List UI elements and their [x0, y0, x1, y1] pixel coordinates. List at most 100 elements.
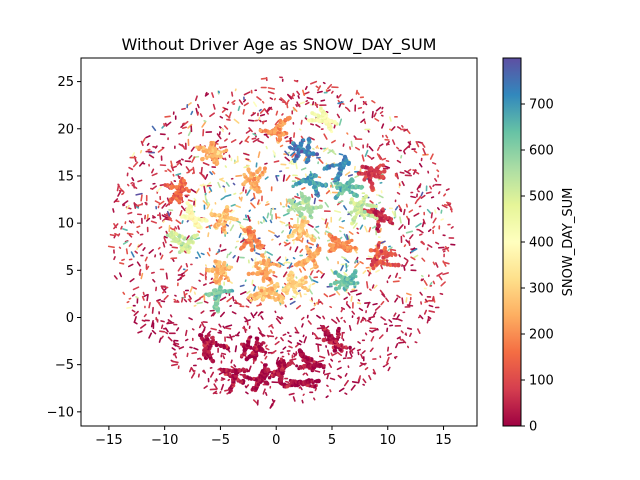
scatter-point	[350, 289, 358, 293]
scatter-point	[151, 168, 155, 174]
scatter-point	[435, 241, 440, 245]
scatter-point	[338, 118, 343, 126]
scatter-point	[220, 196, 226, 201]
scatter-point	[445, 188, 450, 191]
scatter-point	[171, 165, 178, 169]
scatter-point	[379, 289, 385, 296]
scatter-point	[277, 235, 280, 238]
scatter-point	[201, 329, 206, 334]
scatter-point	[300, 178, 305, 184]
scatter-point	[355, 146, 361, 151]
scatter-point	[315, 146, 320, 149]
scatter-point	[113, 223, 119, 230]
scatter-point	[223, 186, 227, 193]
scatter-point	[198, 332, 203, 338]
scatter-point	[340, 308, 344, 313]
scatter-point	[297, 282, 302, 288]
scatter-point	[257, 151, 261, 159]
scatter-point	[180, 272, 185, 276]
scatter-point	[133, 321, 138, 325]
scatter-point	[401, 338, 407, 344]
scatter-point	[338, 216, 342, 221]
scatter-point	[343, 272, 346, 276]
scatter-point	[254, 261, 258, 265]
scatter-point	[160, 335, 164, 340]
scatter-point	[247, 214, 251, 222]
scatter-point	[250, 197, 255, 202]
scatter-point	[350, 140, 353, 148]
scatter-point	[169, 227, 175, 232]
scatter-point	[295, 304, 302, 310]
scatter-point	[227, 378, 231, 382]
scatter-point	[284, 304, 287, 308]
scatter-point	[165, 272, 168, 280]
scatter-point	[313, 197, 317, 205]
scatter-point	[357, 106, 363, 110]
scatter-point	[294, 195, 301, 199]
scatter-point	[133, 202, 137, 209]
scatter-point	[295, 276, 298, 279]
scatter-point	[380, 300, 385, 306]
scatter-point	[299, 386, 303, 391]
scatter-point	[298, 339, 303, 343]
scatter-point	[443, 193, 447, 197]
scatter-point	[381, 157, 387, 161]
scatter-point	[289, 300, 296, 305]
scatter-point	[169, 244, 173, 247]
scatter-point	[326, 374, 329, 380]
scatter-point	[409, 332, 412, 337]
scatter-point	[252, 346, 257, 350]
scatter-point	[316, 269, 320, 273]
scatter-point	[395, 343, 399, 349]
scatter-point	[300, 167, 307, 171]
scatter-point	[269, 403, 274, 409]
scatter-point	[424, 298, 428, 303]
scatter-point	[349, 348, 352, 352]
scatter-point	[257, 202, 261, 206]
scatter-point	[195, 145, 199, 149]
scatter-point	[319, 270, 323, 275]
scatter-point	[146, 293, 149, 302]
scatter-point	[220, 377, 226, 380]
scatter-point	[289, 246, 292, 251]
scatter-point	[140, 272, 144, 280]
scatter-point	[357, 375, 362, 382]
scatter-point	[231, 335, 235, 338]
scatter-point	[362, 270, 367, 274]
scatter-point	[107, 245, 115, 249]
scatter-point	[394, 272, 399, 278]
scatter-point	[278, 118, 283, 123]
scatter-point	[231, 91, 234, 97]
scatter-point	[417, 190, 420, 193]
scatter-point	[162, 220, 166, 224]
scatter-point	[136, 230, 140, 234]
scatter-point	[259, 286, 263, 290]
scatter-point	[130, 181, 134, 185]
scatter-point	[226, 297, 233, 303]
scatter-point	[280, 374, 284, 379]
scatter-point	[389, 116, 392, 122]
scatter-point	[321, 337, 327, 343]
scatter-point	[336, 316, 340, 323]
scatter-point	[264, 350, 267, 354]
scatter-point	[272, 270, 276, 274]
scatter-point	[281, 113, 284, 116]
scatter-point	[350, 295, 353, 302]
scatter-point	[350, 178, 355, 183]
scatter-point	[208, 186, 213, 192]
scatter-point	[274, 336, 278, 340]
scatter-point	[317, 246, 322, 251]
scatter-point	[224, 165, 228, 168]
scatter-point	[154, 145, 158, 149]
y-tick-label: 10	[57, 217, 74, 232]
scatter-point	[217, 213, 221, 217]
scatter-point	[368, 145, 374, 152]
scatter-point	[343, 205, 348, 211]
scatter-point	[308, 214, 312, 218]
scatter-point	[282, 174, 286, 182]
scatter-point	[313, 332, 319, 339]
scatter-point	[349, 351, 353, 358]
scatter-point	[165, 233, 170, 238]
scatter-point	[316, 359, 325, 363]
scatter-point	[324, 218, 328, 225]
